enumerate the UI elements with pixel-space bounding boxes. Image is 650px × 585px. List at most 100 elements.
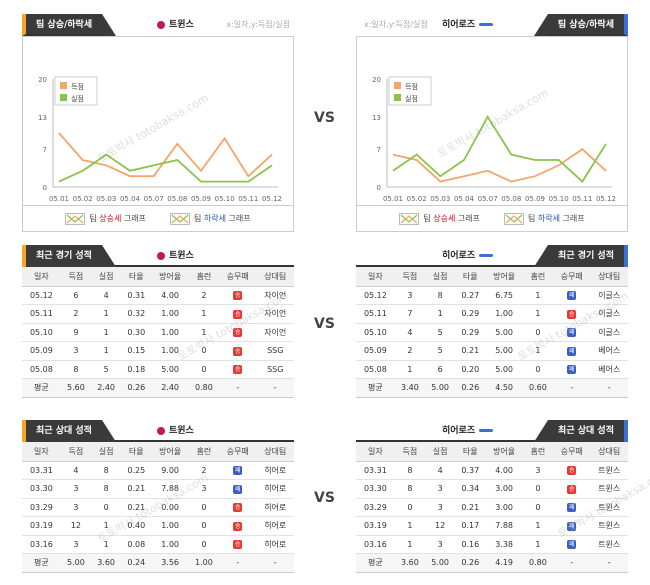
cell-avg: 0.29 [455, 304, 486, 324]
cell-avg: 0.40 [121, 516, 152, 536]
chart-foot-right: 팀 상승세 그래프 팀 하락세 그래프 [356, 206, 628, 232]
column-header: 실점 [91, 442, 122, 462]
avg-cell-ra: 5.00 [425, 553, 456, 573]
cell-era: 1.00 [151, 304, 189, 324]
cell-ra: 1 [91, 535, 122, 554]
x-tick-label: 05.11 [572, 195, 592, 203]
y-tick-label: 13 [372, 114, 381, 122]
recent-tab-left[interactable]: 최근 경기 성적 [22, 245, 116, 267]
cell-era: 1.00 [151, 535, 189, 554]
h2h-tab-right[interactable]: 최근 상대 성적 [534, 420, 628, 442]
cell-date: 03.16 [356, 535, 395, 554]
legend-down-right-pre: 팀 [528, 214, 538, 223]
legend-label: 실점 [71, 94, 84, 103]
avg-cell-ra: 5.00 [425, 378, 456, 398]
cell-opp: 트윈스 [590, 516, 628, 536]
table-row: 03.16 1 3 0.16 3.38 1 패 트윈스 [356, 535, 628, 554]
table-row: 03.31 8 4 0.37 4.00 3 승 트윈스 [356, 461, 628, 480]
cell-era: 0.00 [151, 498, 189, 517]
cell-opp: 히어로 [256, 516, 294, 536]
column-header: 상대팀 [256, 267, 294, 287]
cell-avg: 0.08 [121, 535, 152, 554]
h2h-header-right: 히어로즈 최근 상대 성적 [356, 420, 628, 442]
cell-avg: 0.37 [455, 461, 486, 480]
avg-cell-opp: - [590, 553, 628, 573]
result-cell: 패 [219, 461, 257, 480]
avg-cell-res: - [553, 378, 591, 398]
cell-date: 05.11 [22, 304, 61, 324]
legend-down-left-pre: 팀 [194, 214, 204, 223]
recent-tab-left-label: 최근 경기 성적 [36, 251, 92, 261]
cell-date: 05.08 [22, 360, 61, 379]
y-tick-label: 7 [377, 146, 381, 154]
result-badge: 패 [233, 484, 243, 494]
cell-opp: 이글스 [590, 323, 628, 342]
table-row: 03.16 3 1 0.08 1.00 0 승 히어로 [22, 535, 294, 554]
table-row: 05.11 2 1 0.32 1.00 1 승 자이언 [22, 304, 294, 324]
avg-cell-label: 평균 [356, 553, 395, 573]
vs-label-3: VS [314, 490, 335, 506]
cell-era: 4.00 [151, 286, 189, 305]
vs-label-2: VS [314, 316, 335, 332]
table-row: 03.29 0 3 0.21 3.00 0 패 트윈스 [356, 498, 628, 517]
column-header: 일자 [22, 442, 61, 462]
cell-ra: 1 [91, 516, 122, 536]
result-badge: 승 [233, 309, 243, 319]
cell-opp: 히어로 [256, 461, 294, 480]
cell-era: 1.00 [151, 323, 189, 342]
avg-cell-r: 5.60 [60, 378, 92, 398]
result-cell: 승 [553, 304, 591, 324]
cell-r: 3 [60, 479, 92, 499]
recent-team-left: 트윈스 [157, 245, 194, 267]
x-tick-label: 05.11 [238, 195, 258, 203]
avg-cell-res: - [553, 553, 591, 573]
cell-opp: 트윈스 [590, 535, 628, 554]
legend-down-left: 팀 하락세 그래프 [170, 212, 251, 225]
cell-date: 03.31 [356, 461, 395, 480]
column-header: 득점 [60, 442, 92, 462]
avg-cell-era: 3.56 [151, 553, 189, 573]
legend-up-left-text: 팀 상승세 그래프 [89, 213, 146, 224]
avg-cell-r: 5.00 [60, 553, 92, 573]
column-header: 승무패 [553, 267, 591, 287]
chart-team-left: 트윈스 [157, 14, 194, 36]
table-row: 05.12 3 8 0.27 6.75 1 패 이글스 [356, 286, 628, 305]
chart-tab-left[interactable]: 팀 상승/하락세 [22, 14, 117, 36]
cell-ra: 5 [91, 360, 122, 379]
cell-date: 03.19 [22, 516, 61, 536]
result-cell: 승 [219, 341, 257, 361]
cell-hr: 0 [188, 360, 220, 379]
legend-up-right-post: 그래프 [455, 214, 480, 223]
recent-team-left-name: 트윈스 [169, 251, 194, 261]
avg-cell-r: 3.60 [394, 553, 426, 573]
cell-r: 3 [60, 535, 92, 554]
result-badge: 승 [233, 521, 243, 531]
result-badge: 패 [567, 540, 577, 550]
recent-tab-right[interactable]: 최근 경기 성적 [534, 245, 628, 267]
cell-era: 7.88 [151, 479, 189, 499]
legend-down-right-text: 팀 하락세 그래프 [528, 213, 585, 224]
h2h-tab-left[interactable]: 최근 상대 성적 [22, 420, 116, 442]
line-chart-left: 0 7 13 20 05.01 05.02 05.03 05.04 05.07 05.08 05.0… [38, 76, 282, 203]
y-tick-label: 7 [43, 146, 47, 154]
cell-opp: 트윈스 [590, 498, 628, 517]
cell-r: 6 [60, 286, 92, 305]
result-badge: 승 [233, 503, 243, 513]
table-row: 05.12 6 4 0.31 4.00 2 승 자이언 [22, 286, 294, 305]
result-cell: 패 [553, 360, 591, 379]
average-row: 평균 5.00 3.60 0.24 3.56 1.00- - [22, 553, 294, 573]
legend-up-left-post: 그래프 [121, 214, 146, 223]
recent-header-left: 최근 경기 성적 트윈스 [22, 245, 294, 267]
cell-opp: 트윈스 [590, 461, 628, 480]
legend-up-left-pre: 팀 [89, 214, 100, 223]
cell-date: 05.12 [22, 286, 61, 305]
cell-r: 8 [60, 360, 92, 379]
x-tick-label: 05.09 [191, 195, 211, 203]
h2h-panel-left: 최근 상대 성적 트윈스 일자 득점 실점 타율 방어율 홈런 승무패 상대팀 03.31 4 8 0… [22, 420, 294, 573]
table-header-row: 일자 득점 실점 타율 방어율 홈런 승무패 상대팀 [22, 267, 294, 287]
column-header: 득점 [60, 267, 92, 287]
cell-ra: 6 [425, 360, 456, 379]
chart-tab-right[interactable]: 팀 상승/하락세 [533, 14, 628, 36]
table-row: 03.19 1 12 0.17 7.88 1 패 트윈스 [356, 516, 628, 536]
cell-avg: 0.20 [455, 360, 486, 379]
